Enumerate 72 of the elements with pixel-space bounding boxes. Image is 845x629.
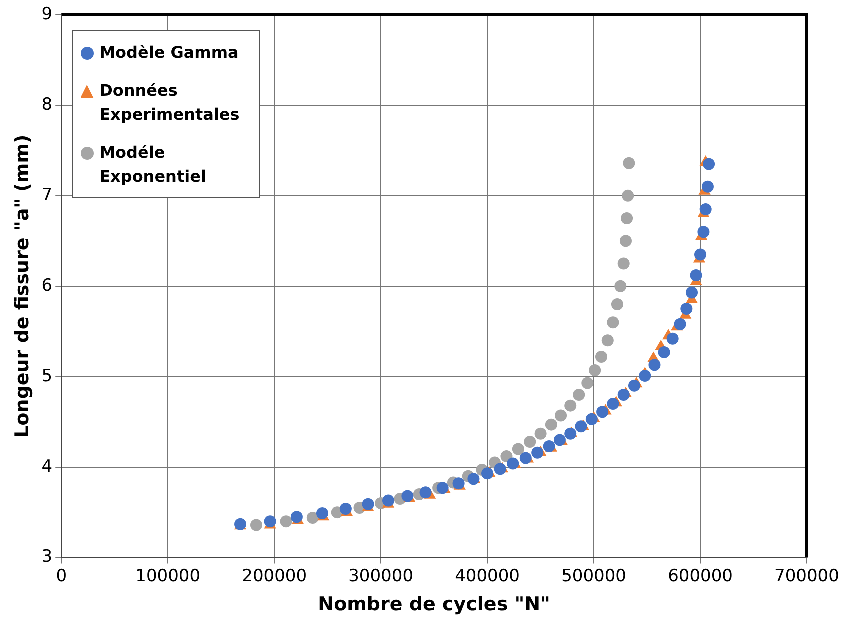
point — [545, 418, 558, 431]
legend-label: Données Experimentales — [100, 80, 241, 126]
point — [703, 158, 716, 170]
point — [586, 413, 598, 426]
point — [524, 436, 536, 448]
point — [264, 516, 276, 528]
y-tick-label: 4 — [42, 456, 53, 477]
point — [436, 482, 449, 494]
point — [564, 428, 577, 440]
point — [618, 388, 630, 401]
point — [666, 332, 679, 345]
y-tick-label: 7 — [42, 185, 53, 206]
y-tick-label: 3 — [42, 547, 53, 568]
point — [306, 512, 319, 524]
point — [614, 280, 627, 292]
point — [316, 507, 328, 520]
point — [512, 443, 524, 456]
y-axis-title: Longeur de fissure "a" (mm) — [11, 134, 34, 438]
point — [628, 380, 640, 392]
point — [420, 486, 432, 499]
point — [698, 226, 710, 238]
point — [382, 494, 395, 507]
point — [520, 452, 532, 464]
point — [362, 498, 374, 510]
point — [534, 428, 547, 440]
point — [564, 400, 577, 412]
point — [607, 316, 620, 329]
x-tick-label: 0 — [56, 566, 68, 586]
point — [621, 212, 634, 225]
legend-label: Modéle Exponentiel — [100, 142, 208, 188]
x-tick-label: 200000 — [242, 566, 308, 586]
legend-label: Modèle Gamma — [100, 42, 239, 64]
point — [290, 511, 303, 524]
point — [611, 298, 624, 310]
point — [602, 334, 614, 347]
point — [573, 388, 586, 401]
x-tick-label: 600000 — [668, 566, 733, 586]
point — [620, 235, 632, 248]
point — [607, 398, 620, 410]
x-axis-title: Nombre de cycles "N" — [318, 594, 550, 616]
x-tick-label: 400000 — [455, 566, 520, 586]
point — [648, 359, 661, 372]
point — [674, 318, 686, 330]
point — [702, 180, 714, 193]
point — [280, 516, 292, 528]
point — [658, 346, 670, 358]
y-tick-label: 9 — [42, 4, 53, 24]
point — [680, 303, 693, 316]
point — [690, 270, 702, 282]
point — [532, 446, 544, 459]
point — [340, 502, 352, 515]
point — [595, 350, 608, 363]
point — [623, 157, 636, 170]
point — [554, 434, 566, 446]
point — [250, 519, 262, 532]
point — [686, 286, 698, 299]
x-tick-label: 300000 — [348, 566, 414, 586]
point — [639, 370, 652, 382]
point — [555, 410, 568, 422]
x-tick-label: 500000 — [562, 566, 626, 586]
point — [694, 248, 707, 261]
point — [622, 190, 634, 202]
point — [618, 258, 630, 270]
point — [582, 377, 594, 390]
point — [589, 364, 602, 377]
y-tick-label: 8 — [42, 94, 53, 115]
y-tick-label: 6 — [42, 276, 53, 296]
x-tick-label: 100000 — [136, 566, 201, 586]
y-tick-label: 5 — [42, 366, 53, 386]
x-tick-label: 700000 — [774, 566, 840, 586]
point — [596, 406, 609, 418]
point — [700, 204, 712, 216]
